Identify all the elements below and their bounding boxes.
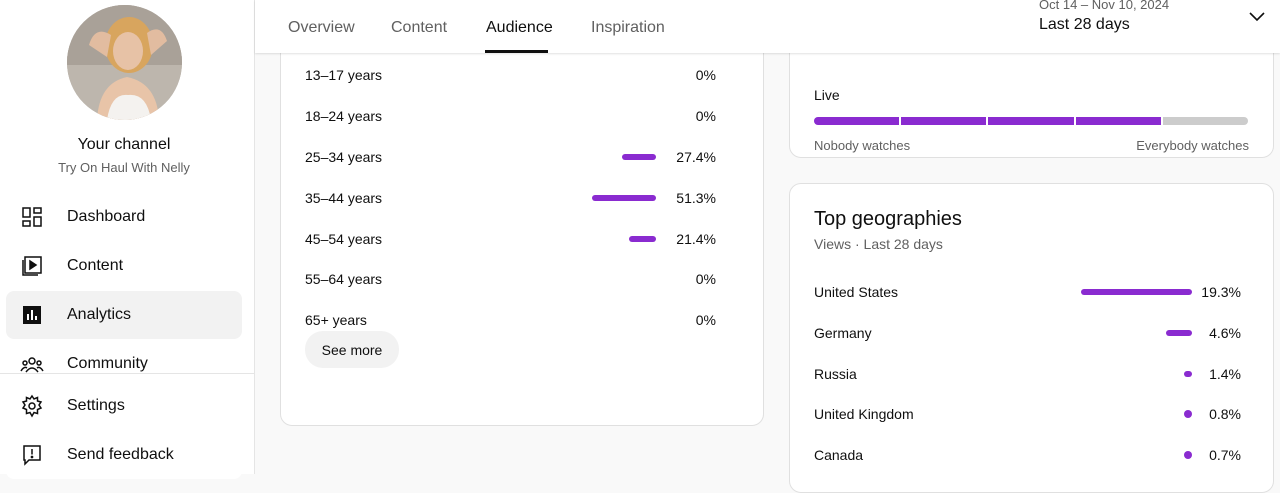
age-label: 45–54 years <box>305 231 383 247</box>
analytics-icon <box>20 303 44 327</box>
gear-icon <box>20 394 44 418</box>
country-percentage: 1.4% <box>1209 366 1241 382</box>
live-segment <box>901 117 987 125</box>
age-bar <box>622 154 656 160</box>
country-percentage: 0.8% <box>1209 406 1241 422</box>
country-percentage: 4.6% <box>1209 325 1241 341</box>
age-bar <box>592 195 656 201</box>
geo-title: Top geographies <box>814 208 962 230</box>
live-segment <box>988 117 1074 125</box>
analytics-tabs-bar: Overview Content Audience Inspiration Oc… <box>255 0 1280 53</box>
sidebar: Your channel Try On Haul With Nelly Dash… <box>0 0 255 479</box>
age-row: 35–44 years 51.3% <box>305 188 716 208</box>
age-percentage: 27.4% <box>676 149 716 165</box>
age-label: 35–44 years <box>305 190 383 206</box>
age-row: 55–64 years 0% <box>305 269 716 289</box>
sidebar-item-community[interactable]: Community <box>6 340 242 388</box>
country-bar <box>1081 289 1192 295</box>
date-range-text: Oct 14 – Nov 10, 2024 <box>1039 0 1170 12</box>
age-label: 55–64 years <box>305 271 383 287</box>
active-tab-indicator <box>485 50 548 53</box>
live-label: Live <box>814 87 840 103</box>
country-label: Canada <box>814 447 864 463</box>
sidebar-item-dashboard[interactable]: Dashboard <box>6 193 242 241</box>
country-bar <box>1184 371 1192 377</box>
sidebar-item-label: Settings <box>67 397 125 414</box>
live-segment <box>1075 117 1161 125</box>
see-more-button[interactable]: See more <box>305 331 399 368</box>
age-row: 65+ years 0% <box>305 310 716 330</box>
country-percentage: 0.7% <box>1209 447 1241 463</box>
channel-name: Try On Haul With Nelly <box>58 160 190 175</box>
age-label: 25–34 years <box>305 149 383 165</box>
sidebar-item-label: Content <box>67 257 124 274</box>
geo-row: Germany 4.6% <box>814 323 1241 343</box>
country-label: United Kingdom <box>814 406 914 422</box>
sidebar-item-analytics[interactable]: Analytics <box>6 291 242 339</box>
top-geographies-card: Top geographies Views · Last 28 days Uni… <box>789 183 1274 493</box>
feedback-icon <box>20 443 44 467</box>
country-label: Germany <box>814 325 872 341</box>
age-bar <box>629 236 656 242</box>
country-bar <box>1166 330 1192 336</box>
tab-inspiration[interactable]: Inspiration <box>591 19 665 36</box>
channel-title: Your channel <box>77 136 171 153</box>
age-percentage: 0% <box>695 108 716 124</box>
age-row: 18–24 years 0% <box>305 106 716 126</box>
sidebar-divider <box>0 373 254 374</box>
geo-subtitle: Views · Last 28 days <box>814 236 943 252</box>
dashboard-icon <box>20 205 44 229</box>
geo-row: Russia 1.4% <box>814 364 1241 384</box>
age-percentage: 0% <box>695 312 716 328</box>
age-card: 13–17 years 0% 18–24 years 0% 25–34 years 27.… <box>280 20 764 426</box>
sidebar-item-settings[interactable]: Settings <box>6 382 242 430</box>
country-label: United States <box>814 284 899 300</box>
everybody-watches-label: Everybody watches <box>1136 138 1249 153</box>
sidebar-item-content[interactable]: Content <box>6 242 242 290</box>
country-dot <box>1184 410 1192 418</box>
age-row: 25–34 years 27.4% <box>305 147 716 167</box>
age-row: 45–54 years 21.4% <box>305 229 716 249</box>
country-label: Russia <box>814 366 857 382</box>
geo-row: United Kingdom 0.8% <box>814 404 1241 424</box>
tab-audience[interactable]: Audience <box>486 19 553 36</box>
age-label: 65+ years <box>305 312 367 328</box>
country-dot <box>1184 451 1192 459</box>
geo-row: Canada 0.7% <box>814 445 1241 465</box>
geo-row: United States 19.3% <box>814 282 1241 302</box>
age-percentage: 21.4% <box>676 231 716 247</box>
age-row: 13–17 years 0% <box>305 65 716 85</box>
sidebar-item-label: Dashboard <box>67 208 146 225</box>
date-picker[interactable]: Last 28 days <box>1039 16 1130 33</box>
nobody-watches-label: Nobody watches <box>814 138 911 153</box>
sidebar-item-label: Send feedback <box>67 446 174 463</box>
age-percentage: 51.3% <box>676 190 716 206</box>
content-icon <box>20 254 44 278</box>
sidebar-item-send-feedback[interactable]: Send feedback <box>6 431 242 479</box>
tab-content[interactable]: Content <box>391 19 448 36</box>
live-segment <box>1162 117 1248 125</box>
age-percentage: 0% <box>695 67 716 83</box>
age-label: 13–17 years <box>305 67 383 83</box>
sidebar-item-label: Community <box>67 355 148 372</box>
channel-avatar[interactable] <box>67 5 182 120</box>
sidebar-item-label: Analytics <box>67 306 132 323</box>
live-segment <box>814 117 900 125</box>
tab-overview[interactable]: Overview <box>288 19 355 36</box>
age-label: 18–24 years <box>305 108 383 124</box>
chevron-down-icon[interactable] <box>1247 10 1267 24</box>
age-percentage: 0% <box>695 271 716 287</box>
community-icon <box>20 352 44 376</box>
country-percentage: 19.3% <box>1201 284 1241 300</box>
